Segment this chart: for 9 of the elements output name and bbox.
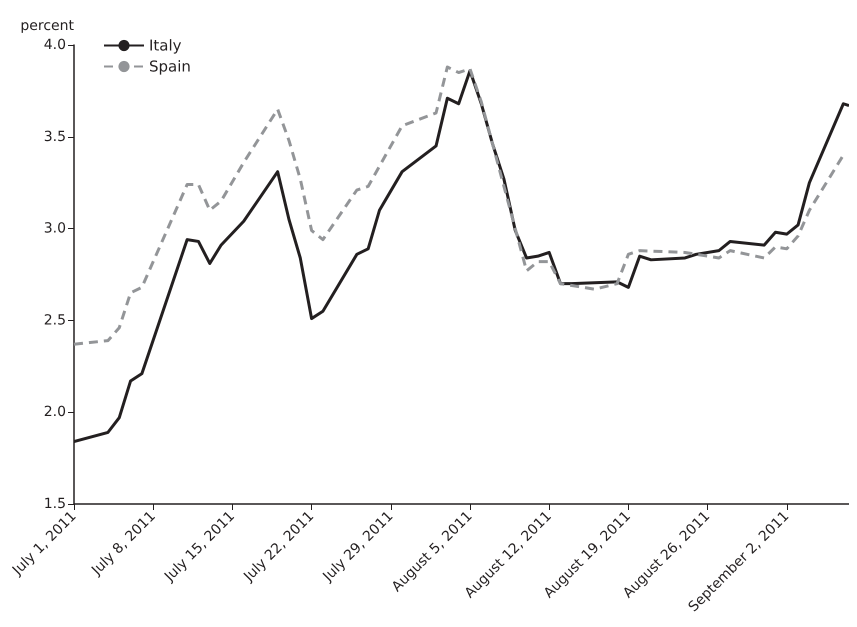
legend-label: Italy — [149, 36, 182, 54]
y-tick-label: 3.5 — [44, 128, 66, 145]
legend-label: Spain — [149, 58, 191, 76]
y-tick-label: 1.5 — [44, 496, 66, 512]
y-tick-label: 3.0 — [44, 220, 66, 237]
y-tick-label: 2.5 — [44, 312, 66, 328]
y-tick-label: 2.0 — [44, 404, 66, 420]
y-axis-title: percent — [20, 18, 75, 34]
y-tick-label: 4.0 — [44, 37, 66, 53]
